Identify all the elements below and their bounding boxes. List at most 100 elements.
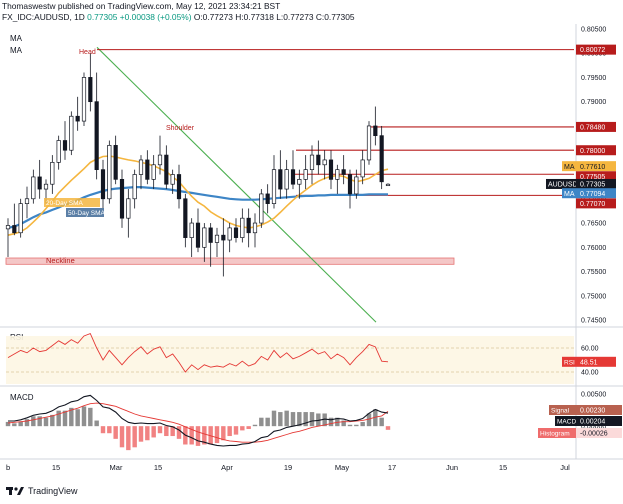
- candle: [18, 198, 23, 238]
- candle-body: [297, 179, 302, 185]
- macd-title: MACD: [10, 393, 34, 402]
- candle-body: [290, 169, 296, 185]
- macd-histogram-bar: [290, 412, 296, 427]
- candle-body: [88, 77, 93, 103]
- candle: [271, 155, 277, 209]
- last-price: 0.77305: [87, 12, 118, 22]
- candle: [157, 135, 163, 175]
- ma-indicator-label-1[interactable]: MA: [10, 34, 22, 43]
- rsi-tag-label-bg: [562, 356, 576, 367]
- head-label: Head: [79, 49, 96, 56]
- macd-histogram-bar: [24, 419, 30, 427]
- rsi-tag-label: RSI: [564, 359, 575, 366]
- candle-body: [31, 176, 36, 200]
- publisher-line: Thomaswestw published on TradingView.com…: [2, 1, 280, 11]
- candle: [126, 189, 131, 238]
- candle-body: [183, 198, 188, 238]
- candle: [240, 208, 245, 243]
- candle: [316, 140, 321, 175]
- footer: TradingView: [6, 486, 78, 496]
- macd-histogram-bar: [157, 426, 163, 434]
- candle-body: [176, 174, 182, 200]
- symbol-text: FX_IDC:AUDUSD, 1D: [2, 12, 85, 22]
- candle: [151, 155, 156, 190]
- macd-histogram-bar: [50, 414, 55, 427]
- macd-histogram-bar: [265, 417, 270, 427]
- macd-histogram-bar: [366, 413, 372, 427]
- macd-histogram-bar: [81, 406, 87, 427]
- macd-tag-bg: [576, 416, 622, 426]
- price-axis-tick: 0.75500: [581, 269, 606, 276]
- candle: [208, 223, 213, 267]
- candle-body: [240, 217, 245, 238]
- price-tag-bg: [576, 188, 616, 199]
- macd-histogram-bar: [278, 412, 283, 427]
- macd-signal-line: [7, 402, 389, 443]
- macd-histogram-bar: [360, 421, 365, 427]
- candle-body: [138, 159, 144, 175]
- candle: [303, 155, 308, 190]
- candle: [385, 183, 391, 187]
- candle-body: [151, 164, 156, 180]
- candle: [119, 169, 125, 228]
- macd-histogram-bar: [271, 410, 277, 427]
- macd-tag-label: Signal: [551, 408, 570, 415]
- candle-body: [75, 115, 80, 122]
- candle-body: [271, 169, 277, 204]
- price-tag-level: 0.77505: [580, 174, 605, 181]
- price-tag-bg: [562, 161, 576, 172]
- candle: [100, 159, 106, 209]
- candle-body: [208, 227, 213, 243]
- price-tag-bg: [562, 188, 576, 199]
- candle-body: [214, 234, 220, 243]
- candle: [328, 150, 334, 190]
- candle: [252, 213, 258, 248]
- symbol-line: FX_IDC:AUDUSD, 1D 0.77305 +0.00038 (+0.0…: [2, 12, 355, 22]
- candle: [164, 145, 169, 190]
- neckline-zone: [5, 257, 455, 265]
- time-axis-tick: 19: [284, 463, 292, 472]
- candle: [366, 121, 372, 165]
- macd-tag-label: MACD: [557, 419, 576, 426]
- price-tag-bg: [576, 198, 616, 209]
- macd-tag-label: Histogram: [540, 431, 570, 438]
- price-tag-level: 0.78480: [580, 125, 605, 132]
- candle: [360, 150, 365, 185]
- macd-histogram-bar: [18, 421, 23, 427]
- candle: [88, 53, 93, 112]
- time-axis-tick: Jul: [560, 463, 570, 472]
- macd-histogram-bar: [202, 426, 207, 445]
- price-axis-tick: 0.76500: [581, 221, 606, 228]
- candle: [290, 150, 296, 190]
- macd-histogram-bar: [189, 426, 194, 445]
- neckline-label: Neckline: [46, 256, 75, 265]
- macd-histogram-bar: [113, 426, 118, 439]
- macd-histogram-bar: [62, 410, 68, 427]
- macd-histogram-bar: [176, 426, 182, 439]
- price-tag-last_label: AUDUSD: [548, 182, 578, 189]
- candle: [50, 155, 55, 194]
- candle-body: [126, 198, 131, 219]
- macd-histogram-bar: [195, 426, 201, 446]
- time-axis-tick: 15: [154, 463, 162, 472]
- macd-histogram-bar: [316, 413, 321, 427]
- candle: [347, 169, 353, 209]
- candle-body: [132, 174, 137, 200]
- candle-body: [195, 222, 201, 248]
- candle: [12, 203, 17, 236]
- price-tag-level: 0.78000: [580, 148, 605, 155]
- publisher-text: Thomaswestw published on TradingView.com…: [2, 1, 281, 11]
- candle-body: [12, 225, 17, 234]
- candle-body: [379, 135, 384, 183]
- candle-body: [252, 222, 258, 234]
- candle: [170, 169, 175, 194]
- candle-body: [233, 227, 239, 238]
- ma-indicator-label-2[interactable]: MA: [10, 46, 22, 55]
- candle: [221, 218, 226, 277]
- candle-body: [202, 227, 207, 248]
- candle: [195, 208, 201, 253]
- candle-body: [62, 140, 68, 151]
- candle: [297, 169, 302, 199]
- macd-axis-tick: 0.00500: [581, 392, 606, 399]
